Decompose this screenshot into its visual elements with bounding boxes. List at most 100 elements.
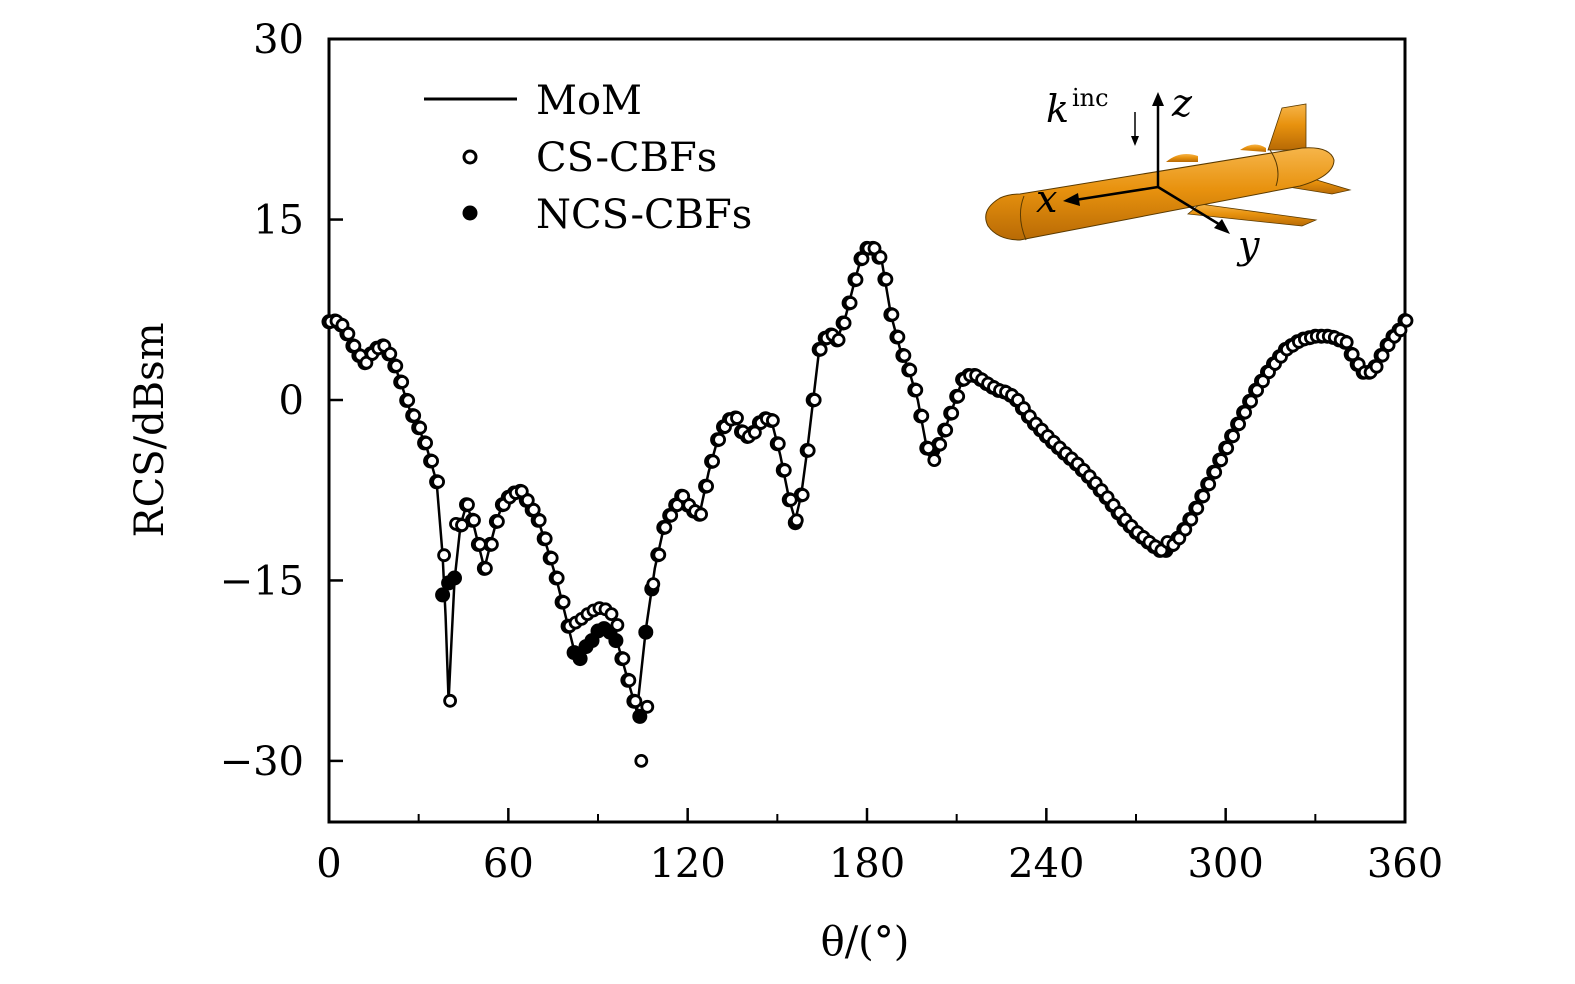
legend-open-circle-icon — [462, 149, 478, 165]
coordinate-axes-icon — [1063, 92, 1230, 234]
cs-cbfs-point — [472, 537, 487, 552]
cs-cbfs-point — [1339, 335, 1354, 350]
cs-cbfs-point — [664, 508, 679, 523]
cs-cbfs-point — [658, 520, 673, 535]
x-tick-label: 0 — [316, 841, 341, 887]
cs-cbfs-point — [383, 346, 398, 361]
cs-cbfs-point — [1232, 417, 1246, 432]
cs-cbfs-point — [1202, 477, 1217, 492]
y-tick-label: −30 — [220, 739, 304, 785]
legend-item-cs-cbfs: CS-CBFs — [462, 135, 717, 181]
ncs-cbfs-point — [447, 570, 462, 586]
series-line-mom — [328, 247, 1407, 712]
cs-cbfs-point — [807, 393, 822, 407]
cs-cbfs-point — [897, 348, 912, 363]
cs-cbfs-point — [622, 673, 637, 688]
cs-cbfs-point — [873, 250, 888, 265]
ncs-cbfs-point — [608, 633, 624, 649]
cs-cbfs-point — [694, 507, 708, 522]
legend-item-ncs-cbfs: NCS-CBFs — [462, 192, 752, 238]
missile-inset: k inc z x y — [985, 81, 1352, 267]
cs-cbfs-point — [813, 342, 828, 357]
cs-cbfs-point — [538, 531, 553, 546]
cs-cbfs-point — [909, 383, 924, 397]
x-tick-label: 360 — [1367, 841, 1443, 887]
cs-cbfs-point — [634, 754, 649, 768]
ncs-cbfs-point — [638, 624, 654, 640]
series-markers-cs-cbfs — [323, 241, 1414, 768]
axes-box — [327, 37, 1407, 824]
legend-label: NCS-CBFs — [536, 192, 752, 238]
y-axis-label: RCS/dBsm — [127, 322, 173, 537]
y-tick-label: 30 — [253, 17, 304, 63]
cs-cbfs-point — [646, 577, 661, 591]
ncs-cbfs-point — [435, 587, 451, 603]
cs-cbfs-point — [526, 502, 541, 517]
cs-cbfs-point — [903, 362, 918, 377]
cs-cbfs-point — [837, 316, 852, 330]
cs-cbfs-point — [604, 607, 619, 621]
plot-frame — [327, 37, 1407, 824]
series-markers-ncs-cbfs — [321, 240, 1413, 724]
cs-cbfs-point — [921, 441, 936, 456]
cs-cbfs-point — [1256, 374, 1270, 389]
cs-cbfs-point — [616, 651, 631, 666]
cs-cbfs-point — [951, 389, 966, 404]
cs-cbfs-point — [700, 479, 714, 494]
x-tick-label: 60 — [483, 841, 534, 887]
cs-cbfs-point — [461, 497, 475, 512]
cs-cbfs-point — [777, 463, 792, 478]
legend-item-mom: MoM — [424, 78, 642, 124]
cs-cbfs-point — [431, 474, 446, 489]
cs-cbfs-point — [771, 436, 786, 451]
cs-cbfs-point — [915, 409, 930, 423]
cs-cbfs-point — [455, 518, 469, 532]
cs-cbfs-point — [419, 435, 434, 450]
cs-cbfs-point — [789, 513, 804, 528]
cs-cbfs-point — [730, 411, 744, 425]
cs-cbfs-point — [1369, 359, 1384, 374]
cs-cbfs-point — [401, 393, 416, 408]
cs-cbfs-point — [395, 375, 410, 389]
cs-cbfs-point — [933, 437, 948, 452]
cs-cbfs-point — [748, 425, 762, 440]
cs-cbfs-point — [939, 423, 954, 438]
cs-cbfs-point — [610, 618, 625, 632]
cs-cbfs-point — [467, 513, 481, 528]
legend-label: CS-CBFs — [536, 135, 717, 181]
cs-cbfs-point — [1178, 522, 1193, 537]
legend: MoM CS-CBFs NCS-CBFs — [424, 78, 752, 238]
cs-cbfs-point — [855, 251, 870, 266]
series-layer — [321, 240, 1414, 768]
x-tick-label: 180 — [829, 841, 905, 887]
cs-cbfs-point — [407, 408, 422, 423]
cs-cbfs-point — [556, 595, 571, 609]
cs-cbfs-point — [706, 454, 720, 469]
cs-cbfs-point — [783, 492, 798, 507]
cs-cbfs-point — [831, 332, 846, 347]
cs-cbfs-point — [1393, 323, 1408, 338]
cs-cbfs-point — [341, 326, 356, 341]
cs-cbfs-point — [478, 561, 493, 576]
ncs-cbfs-point — [572, 651, 588, 667]
y-tick-label: 15 — [253, 198, 304, 244]
x-tick-label: 300 — [1187, 841, 1263, 887]
k-inc-superscript: inc — [1072, 84, 1109, 112]
cs-cbfs-point — [1196, 489, 1211, 504]
cs-cbfs-point — [1226, 429, 1240, 444]
x-tick-label: 120 — [649, 841, 725, 887]
missile-body-icon — [985, 103, 1352, 241]
cs-cbfs-point — [879, 272, 894, 287]
z-axis-label: z — [1171, 81, 1193, 125]
cs-cbfs-point — [532, 513, 547, 528]
cs-cbfs-point — [520, 493, 535, 508]
cs-cbfs-point — [712, 432, 726, 447]
k-inc-label: k — [1046, 87, 1069, 131]
cs-cbfs-point — [413, 420, 428, 435]
cs-cbfs-point — [443, 693, 458, 708]
cs-cbfs-point — [640, 699, 655, 714]
cs-cbfs-point — [1214, 453, 1229, 468]
cs-cbfs-point — [1220, 441, 1235, 456]
cs-cbfs-point — [795, 488, 810, 502]
